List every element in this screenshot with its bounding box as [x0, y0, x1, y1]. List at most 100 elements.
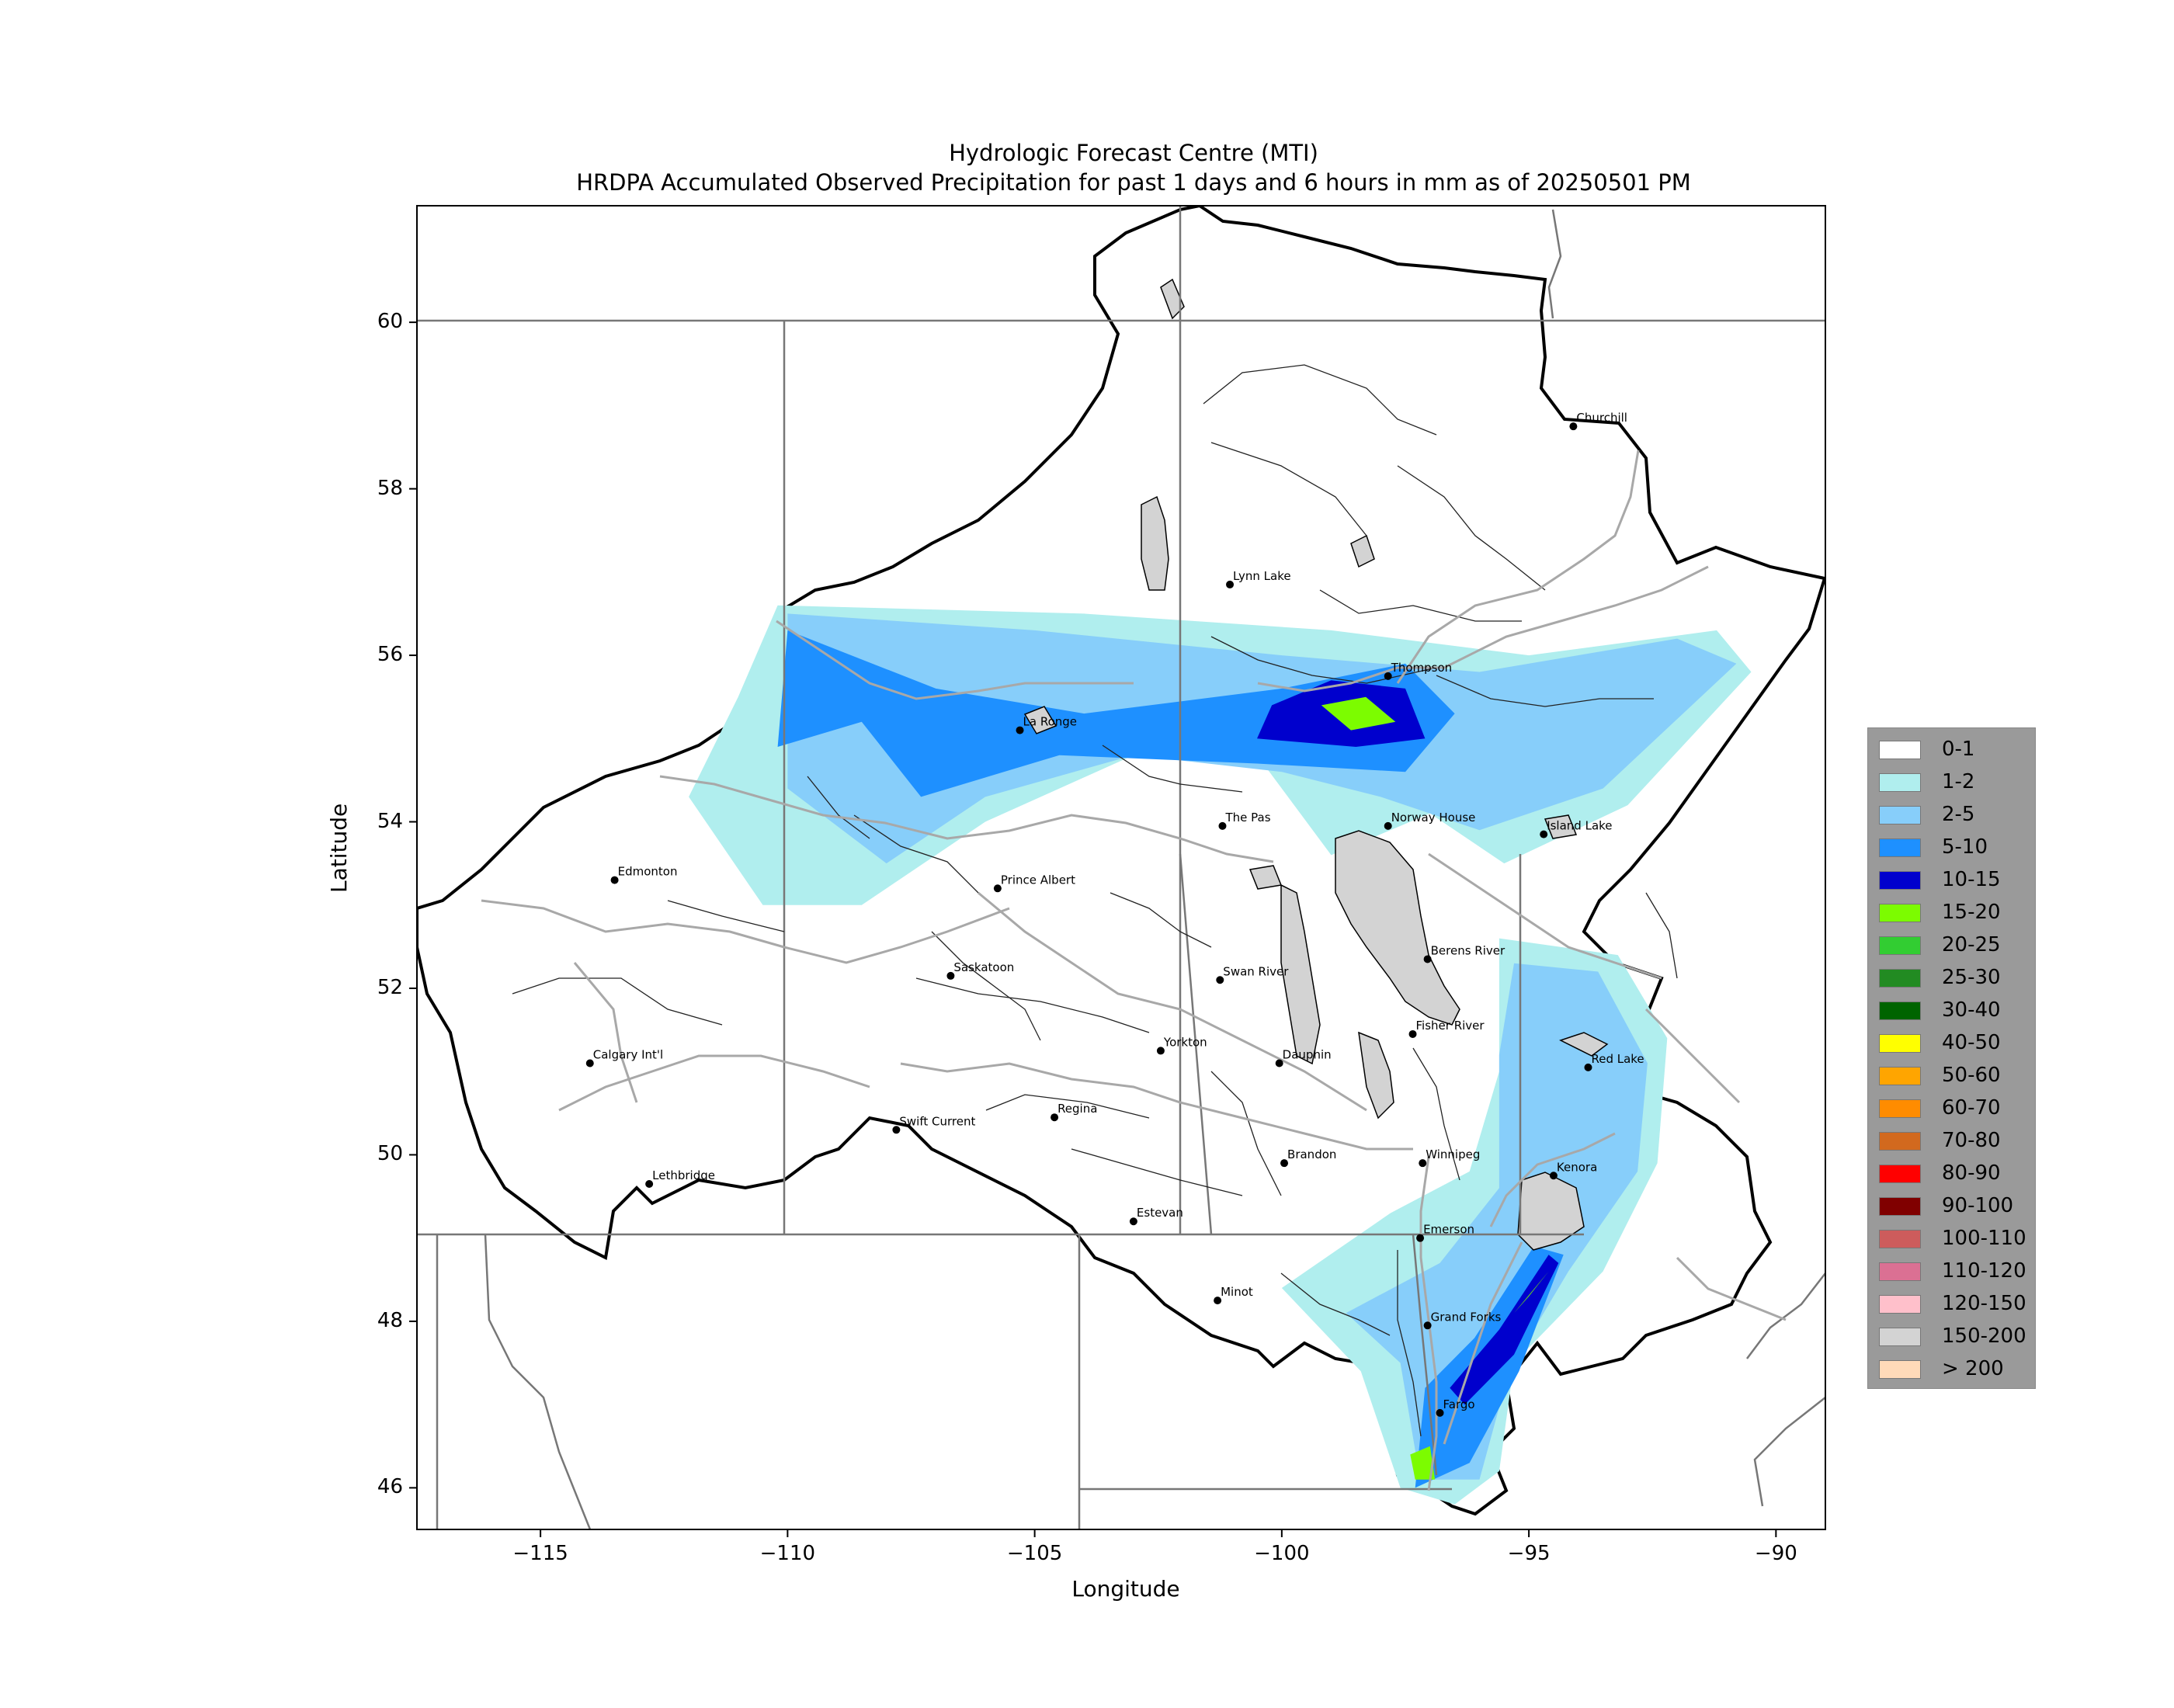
- x-tick-label: −110: [759, 1542, 816, 1565]
- chart-title: Hydrologic Forecast Centre (MTI): [949, 140, 1318, 166]
- precip-area-5-10-2: [777, 630, 1455, 797]
- legend-item: > 200: [1876, 1352, 2035, 1385]
- legend-item: 70-80: [1876, 1124, 2035, 1157]
- city-kenora: Kenora: [1549, 1160, 1597, 1180]
- city-brandon: Brandon: [1280, 1147, 1336, 1168]
- plot-frame: [416, 205, 1826, 1530]
- legend-item: 120-150: [1876, 1287, 2035, 1320]
- city-marker-dot: [1129, 1217, 1137, 1226]
- y-tick-label: 60: [377, 310, 403, 334]
- city-thompson: Thompson: [1384, 661, 1452, 680]
- legend-label: 20-25: [1942, 933, 2001, 956]
- legend-label: 110-120: [1942, 1259, 2026, 1283]
- city-marker-dot: [1423, 955, 1432, 963]
- y-tick-label: 52: [377, 975, 403, 999]
- legend-swatch: [1879, 741, 1921, 759]
- precip-area-10-15-8: [1450, 1255, 1559, 1405]
- city-yorkton: Yorkton: [1156, 1035, 1207, 1055]
- city-label: Emerson: [1423, 1223, 1474, 1237]
- legend-label: 25-30: [1942, 966, 2001, 989]
- city-marker-dot: [1275, 1059, 1283, 1068]
- city-marker-dot: [1540, 830, 1548, 838]
- city-churchill: Churchill: [1569, 411, 1627, 431]
- legend-item: 150-200: [1876, 1320, 2035, 1352]
- legend-swatch: [1879, 936, 1921, 955]
- city-marker-dot: [1051, 1113, 1059, 1122]
- city-label: Winnipeg: [1426, 1147, 1480, 1161]
- city-label: Norway House: [1391, 811, 1476, 824]
- x-tick-label: −90: [1754, 1542, 1797, 1565]
- city-label: Calgary Int'l: [593, 1047, 663, 1061]
- lake-winnipegosis: [1280, 884, 1321, 1065]
- city-marker-dot: [1218, 821, 1227, 830]
- city-norway-house: Norway House: [1384, 811, 1476, 830]
- y-tick-label: 50: [377, 1142, 403, 1166]
- city-lethbridge: Lethbridge: [645, 1168, 715, 1188]
- city-marker-dot: [892, 1126, 901, 1134]
- legend-label: 120-150: [1942, 1292, 2026, 1315]
- precip-area-15-20-4: [1321, 696, 1396, 731]
- city-marker-dot: [1436, 1408, 1444, 1417]
- legend-label: 30-40: [1942, 998, 2001, 1022]
- sub-basin-boundaries: [512, 364, 1678, 1437]
- legend-swatch: [1879, 1067, 1921, 1085]
- lake-cedar: [1248, 865, 1283, 890]
- lakes: [1023, 278, 1609, 1251]
- legend-item: 20-25: [1876, 929, 2035, 961]
- city-label: Grand Forks: [1431, 1310, 1502, 1324]
- city-label: Brandon: [1287, 1147, 1336, 1161]
- legend-item: 10-15: [1876, 863, 2035, 896]
- city-label: Island Lake: [1547, 819, 1612, 833]
- city-label: Red Lake: [1591, 1052, 1644, 1066]
- legend-item: 5-10: [1876, 831, 2035, 863]
- legend-swatch: [1879, 1360, 1921, 1379]
- legend-label: 80-90: [1942, 1161, 2001, 1185]
- city-label: Saskatoon: [953, 960, 1014, 974]
- political-borders: [417, 206, 1825, 1529]
- city-emerson: Emerson: [1416, 1223, 1474, 1242]
- city-winnipeg: Winnipeg: [1419, 1147, 1480, 1168]
- legend-item: 2-5: [1876, 798, 2035, 831]
- city-fisher-river: Fisher River: [1408, 1019, 1485, 1038]
- city-marker-dot: [1384, 821, 1392, 830]
- legend-item: 110-120: [1876, 1255, 2035, 1287]
- legend-swatch: [1879, 838, 1921, 857]
- legend-label: > 200: [1942, 1357, 2004, 1380]
- lake-winnipeg: [1335, 830, 1460, 1026]
- legend-label: 0-1: [1942, 738, 1975, 761]
- precipitation-layer: [689, 605, 1752, 1505]
- legend-item: 25-30: [1876, 961, 2035, 994]
- city-label: Kenora: [1557, 1160, 1597, 1174]
- reindeer-lake: [1141, 495, 1169, 591]
- x-tick-label: −105: [1006, 1542, 1063, 1565]
- city-marker-dot: [1549, 1172, 1558, 1180]
- city-label: Regina: [1057, 1102, 1097, 1116]
- legend-label: 150-200: [1942, 1324, 2026, 1348]
- city-label: Prince Albert: [1001, 873, 1075, 887]
- precip-area-15-20-10: [1410, 1446, 1436, 1480]
- legend-item: 90-100: [1876, 1189, 2035, 1222]
- city-marker-dot: [1226, 580, 1235, 588]
- legend-item: 40-50: [1876, 1026, 2035, 1059]
- city-saskatoon: Saskatoon: [946, 960, 1014, 980]
- legend-label: 2-5: [1942, 803, 1975, 826]
- lake-south-indian: [1350, 534, 1375, 568]
- city-label: Dauphin: [1283, 1047, 1332, 1061]
- x-tick-label: −100: [1254, 1542, 1310, 1565]
- city-label: The Pas: [1224, 811, 1270, 824]
- city-prince-albert: Prince Albert: [993, 873, 1075, 893]
- lake-lac-la-ronge: [1023, 706, 1057, 734]
- city-label: Swan River: [1223, 964, 1289, 978]
- legend-swatch: [1879, 1197, 1921, 1216]
- legend-label: 100-110: [1942, 1227, 2026, 1250]
- y-tick-label: 48: [377, 1308, 403, 1332]
- legend-swatch: [1879, 1034, 1921, 1053]
- city-berens-river: Berens River: [1423, 943, 1505, 963]
- city-marker-dot: [1408, 1029, 1417, 1038]
- map-plot-area: Churchill Lynn Lake Thompson La Ronge The Pa…: [417, 206, 1825, 1529]
- legend-label: 60-70: [1942, 1096, 2001, 1120]
- city-calgary-int-l: Calgary Int'l: [585, 1047, 663, 1068]
- x-tick-label: −115: [512, 1542, 568, 1565]
- legend-item: 60-70: [1876, 1092, 2035, 1124]
